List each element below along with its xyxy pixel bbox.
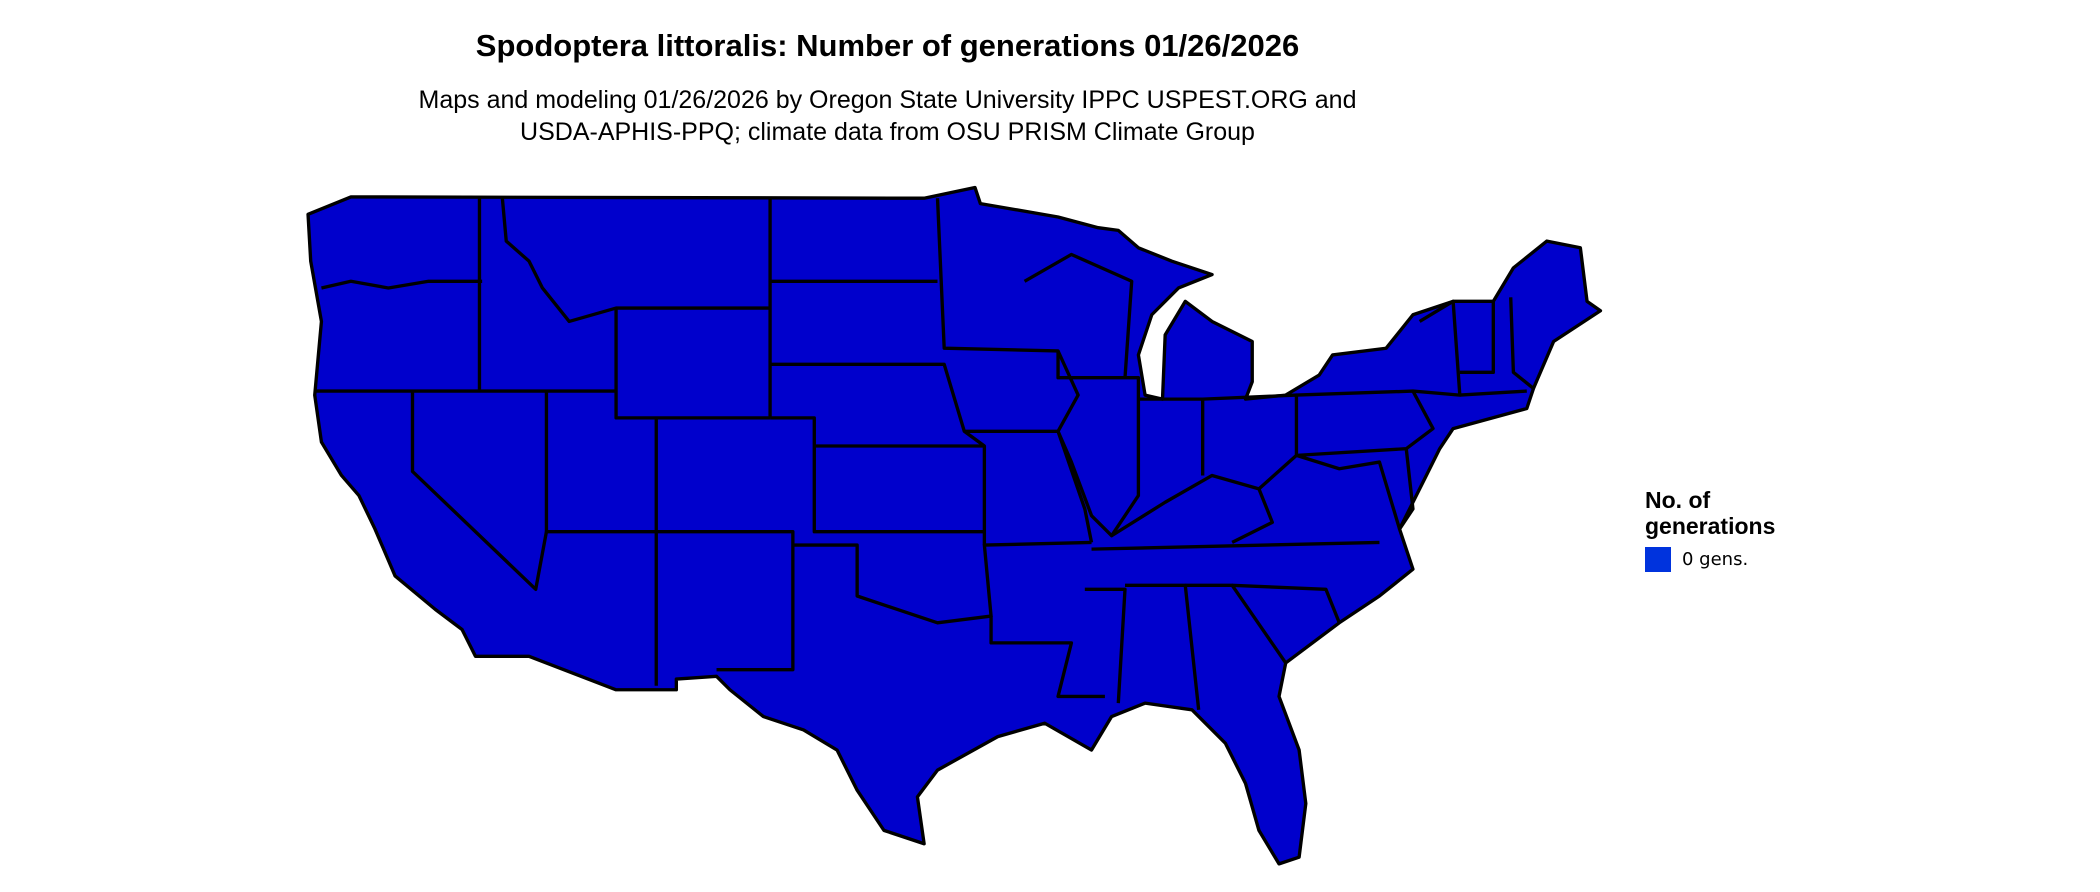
map-subtitle: Maps and modeling 01/26/2026 by Oregon S… <box>0 84 1775 148</box>
state-borders <box>314 196 1535 711</box>
subtitle-line-2: USDA-APHIS-PPQ; climate data from OSU PR… <box>520 118 1255 146</box>
legend-title-line-1: No. of <box>1645 487 1711 513</box>
legend-item: 0 gens. <box>1645 547 1775 572</box>
legend-title: No. of generations <box>1645 487 1775 539</box>
us-outline <box>306 185 1603 866</box>
legend-label: 0 gens. <box>1682 549 1749 570</box>
map-title: Spodoptera littoralis: Number of generat… <box>475 28 1300 63</box>
legend: No. of generations 0 gens. <box>1645 487 1775 572</box>
legend-swatch <box>1645 547 1671 572</box>
legend-title-line-2: generations <box>1645 513 1776 539</box>
subtitle-line-1: Maps and modeling 01/26/2026 by Oregon S… <box>418 86 1357 114</box>
